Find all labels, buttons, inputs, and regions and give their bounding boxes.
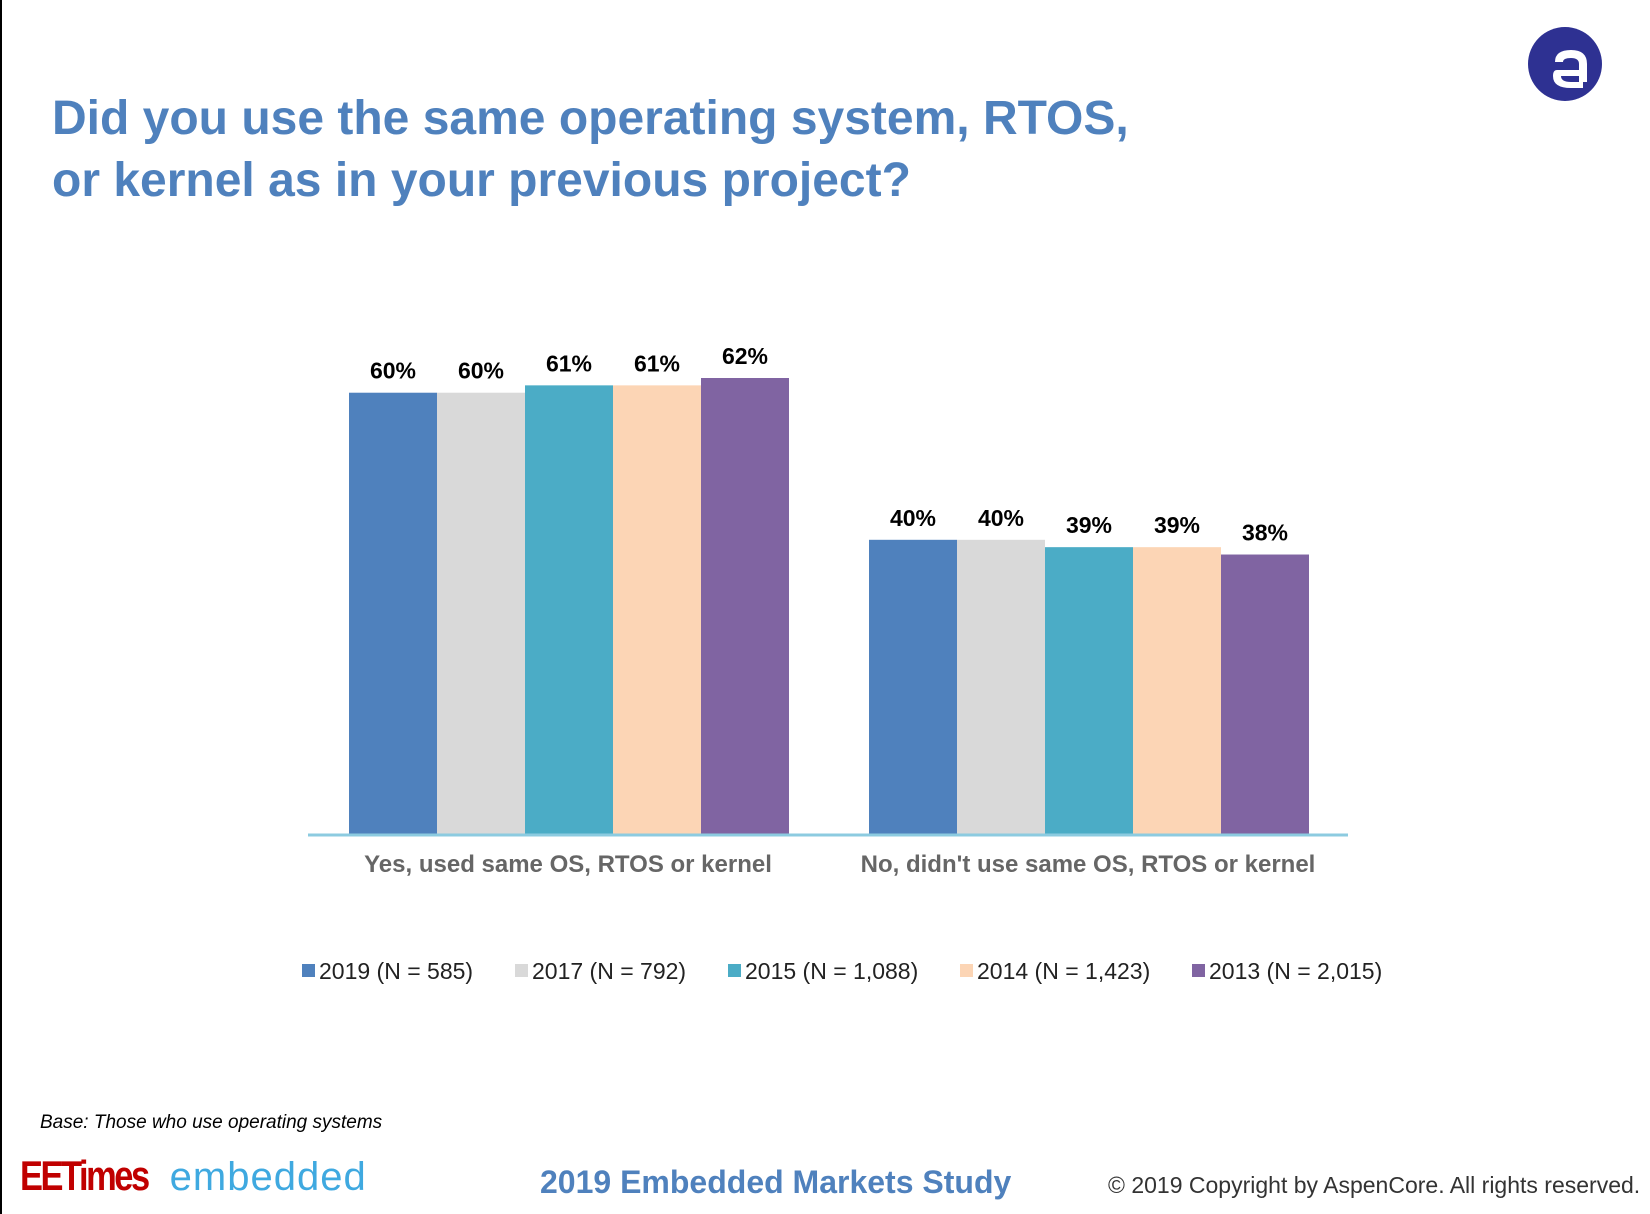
bar-2014-yes xyxy=(613,385,701,834)
legend-label: 2014 (N = 1,423) xyxy=(977,958,1151,984)
bar-2013-no xyxy=(1221,554,1309,834)
data-label: 40% xyxy=(890,505,936,531)
bar-2017-no xyxy=(957,539,1045,834)
study-title: 2019 Embedded Markets Study xyxy=(540,1164,1012,1200)
bar-2017-yes xyxy=(437,392,525,834)
legend-item: 2017 (N = 792) xyxy=(515,958,686,992)
data-label: 38% xyxy=(1242,520,1288,546)
legend-item: 2014 (N = 1,423) xyxy=(960,958,1150,992)
data-label: 61% xyxy=(546,350,592,376)
legend-label: 2019 (N = 585) xyxy=(319,958,474,984)
legend-swatch xyxy=(1192,964,1205,978)
legend-swatch xyxy=(728,964,741,978)
bar-2015-yes xyxy=(525,385,613,834)
aspencore-logo-icon xyxy=(1528,27,1602,101)
data-label: 61% xyxy=(634,350,680,376)
copyright-text: © 2019 Copyright by AspenCore. All right… xyxy=(1108,1172,1641,1198)
bar-2019-yes xyxy=(349,392,437,834)
legend-item: 2015 (N = 1,088) xyxy=(728,958,918,992)
legend-swatch xyxy=(302,964,315,978)
legend-label: 2013 (N = 2,015) xyxy=(1209,958,1383,984)
left-border xyxy=(0,0,2,1214)
title-line-1: Did you use the same operating system, R… xyxy=(52,92,1129,145)
data-label: 39% xyxy=(1154,512,1200,538)
bar-2019-no xyxy=(869,539,957,834)
category-label: Yes, used same OS, RTOS or kernel xyxy=(364,851,772,878)
bar-2013-yes xyxy=(701,378,789,834)
legend-item: 2013 (N = 2,015) xyxy=(1192,958,1382,992)
title-line-2: or kernel as in your previous project? xyxy=(52,154,911,207)
data-label: 40% xyxy=(978,505,1024,531)
chart-title: Did you use the same operating system, R… xyxy=(52,88,1352,212)
legend-item: 2019 (N = 585) xyxy=(302,958,473,992)
legend-swatch xyxy=(515,964,528,978)
brand-logo: EETimes embedded xyxy=(20,1152,367,1202)
data-label: 39% xyxy=(1066,512,1112,538)
data-label: 60% xyxy=(458,358,504,384)
legend-label: 2015 (N = 1,088) xyxy=(745,958,919,984)
legend-swatch xyxy=(960,964,973,978)
base-note: Base: Those who use operating systems xyxy=(40,1112,383,1133)
data-label: 62% xyxy=(722,343,768,369)
data-label: 60% xyxy=(370,358,416,384)
bar-chart: 60% 40% 60% 40% 61% 39% 61% 39% 62% 38% Yes, used … xyxy=(308,343,1348,878)
embedded-logo-text: embedded xyxy=(169,1155,367,1199)
bar-2014-no xyxy=(1133,547,1221,834)
legend-label: 2017 (N = 792) xyxy=(532,958,687,984)
bar-2015-no xyxy=(1045,547,1133,834)
category-label: No, didn't use same OS, RTOS or kernel xyxy=(861,851,1316,878)
eetimes-logo-text: EETimes xyxy=(20,1152,150,1199)
chart-legend: 2019 (N = 585) 2017 (N = 792) 2015 (N = 1,… xyxy=(0,958,1650,992)
